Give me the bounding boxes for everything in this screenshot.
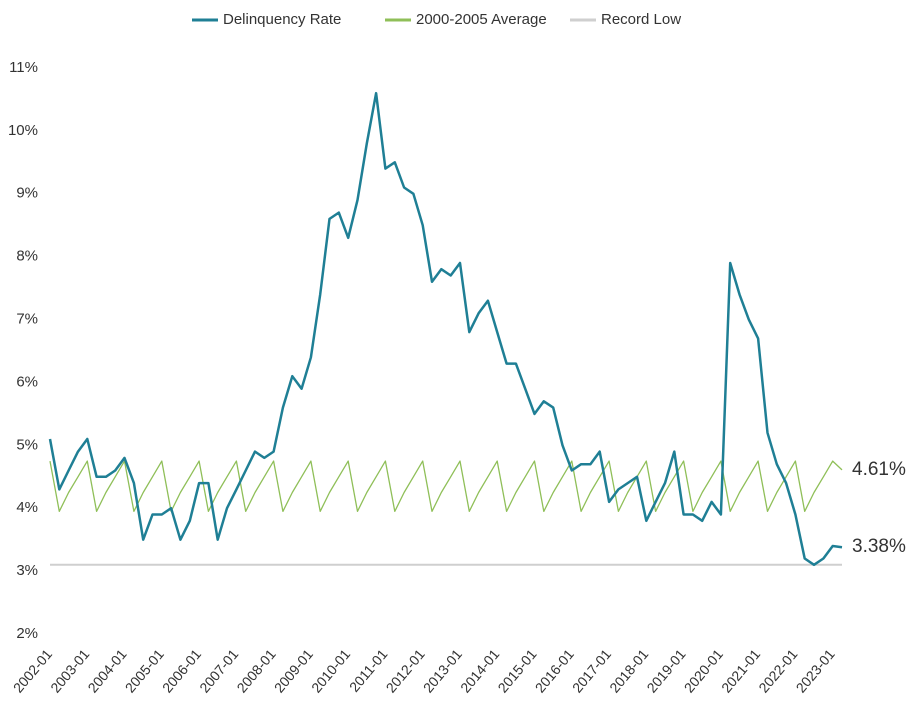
x-tick-label: 2017-01	[569, 646, 614, 696]
end-label: 4.61%	[852, 459, 906, 480]
y-tick-label: 8%	[16, 248, 38, 265]
x-tick-label: 2014-01	[457, 646, 502, 696]
x-tick-label: 2020-01	[681, 646, 726, 696]
end-label: 3.38%	[852, 536, 906, 557]
legend-label: Record Low	[601, 11, 681, 28]
x-tick-label: 2013-01	[420, 646, 465, 696]
y-tick-label: 11%	[9, 59, 38, 76]
y-tick-label: 3%	[16, 562, 38, 579]
y-tick-label: 6%	[16, 373, 38, 390]
x-tick-label: 2022-01	[755, 646, 800, 696]
x-tick-label: 2002-01	[10, 646, 55, 696]
x-tick-label: 2019-01	[643, 646, 688, 696]
x-tick-label: 2023-01	[793, 646, 838, 696]
y-tick-label: 9%	[16, 185, 38, 202]
x-tick-label: 2004-01	[84, 646, 129, 696]
x-tick-label: 2006-01	[159, 646, 204, 696]
x-tick-label: 2018-01	[606, 646, 651, 696]
x-tick-label: 2021-01	[718, 646, 763, 696]
x-tick-label: 2016-01	[532, 646, 577, 696]
x-tick-label: 2007-01	[196, 646, 241, 696]
x-tick-label: 2003-01	[47, 646, 92, 696]
legend-label: 2000-2005 Average	[416, 11, 547, 28]
legend-label: Delinquency Rate	[223, 11, 341, 28]
series-line	[49, 460, 843, 513]
y-tick-label: 4%	[16, 499, 38, 516]
x-tick-label: 2009-01	[271, 646, 316, 696]
y-tick-label: 5%	[16, 436, 38, 453]
series-line	[48, 91, 843, 567]
x-tick-label: 2010-01	[308, 646, 353, 696]
x-tick-label: 2005-01	[122, 646, 167, 696]
x-tick-label: 2008-01	[233, 646, 278, 696]
y-tick-label: 7%	[16, 311, 38, 328]
x-tick-label: 2012-01	[383, 646, 428, 696]
y-tick-label: 2%	[16, 625, 38, 642]
y-tick-label: 10%	[8, 122, 38, 139]
x-tick-label: 2015-01	[494, 646, 539, 696]
